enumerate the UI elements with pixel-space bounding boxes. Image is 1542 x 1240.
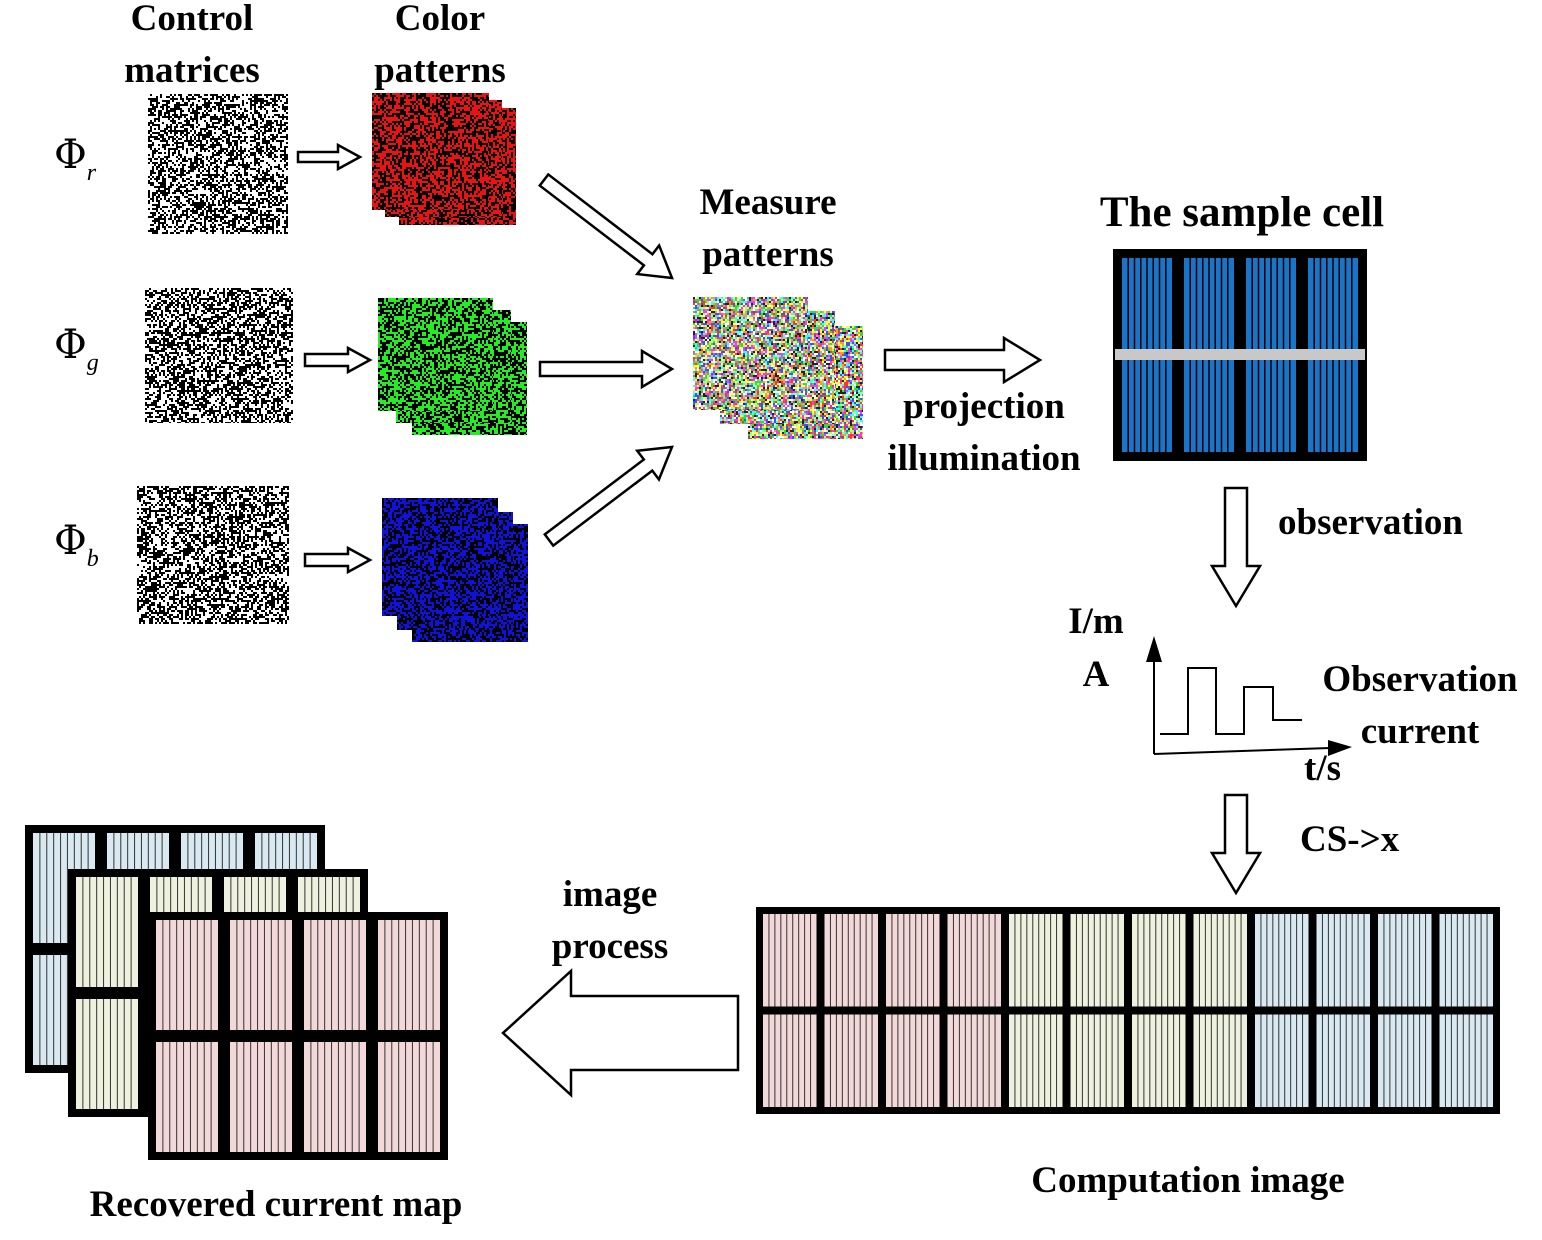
arrow-blue-to-measure	[543, 445, 674, 548]
phi-r-label: Φr	[54, 132, 97, 186]
computation-image-tile	[1378, 914, 1432, 1007]
computation-image-frame	[756, 907, 1500, 1114]
phi-g-label: Φg	[54, 322, 99, 376]
control-matrix-r	[148, 94, 288, 234]
computation-image-tile	[1009, 1014, 1063, 1107]
computation-image-tile	[1316, 1014, 1370, 1107]
recovered-map-pink-tile	[378, 1042, 440, 1152]
recovered-map-pink-tile	[304, 1042, 366, 1152]
arrow-red-to-measure	[537, 172, 674, 280]
computation-image-tile	[1193, 914, 1247, 1007]
observation-current-label-line1: Observation	[1322, 659, 1518, 700]
computation-image-tile	[1009, 914, 1063, 1007]
computation-image-tile	[824, 914, 878, 1007]
recovered-map-pink-tile	[304, 920, 366, 1030]
control-matrices-label-line2: matrices	[124, 50, 260, 91]
phi-b-label: Φb	[54, 518, 99, 572]
computation-image-tile	[1132, 1014, 1186, 1107]
measure-patterns-label-line2: patterns	[702, 234, 834, 275]
computation-image-tile	[1070, 1014, 1124, 1107]
x-axis-line	[1153, 747, 1331, 755]
computation-image-tile	[1132, 914, 1186, 1007]
computation-image-tile	[763, 1014, 817, 1107]
recovered-map-yellow-tile	[76, 877, 138, 987]
computation-image-tile	[763, 914, 817, 1007]
recovered-map-pink-tile	[378, 920, 440, 1030]
cs-label: CS->x	[1300, 819, 1400, 860]
computation-image-tile	[824, 1014, 878, 1107]
blue-pattern-front	[382, 498, 498, 616]
y-axis-label-line2: A	[1082, 654, 1110, 695]
recovered-map-pink-tile	[230, 920, 292, 1030]
recovered-map-pink-tile	[156, 1042, 218, 1152]
observation-current-label-line2: current	[1360, 711, 1480, 752]
image-process-label-line2: process	[551, 926, 669, 967]
color-patterns-label-line2: patterns	[374, 50, 506, 91]
computation-image-tile	[1255, 1014, 1309, 1107]
computation-image-tile	[1070, 914, 1124, 1007]
measure-pattern-front	[693, 297, 808, 410]
illumination-label: illumination	[887, 438, 1081, 479]
arrow-b-to-color	[303, 545, 373, 575]
arrow-projection	[883, 335, 1043, 385]
red-pattern-front	[372, 93, 489, 210]
recovered-map-pink-tile	[156, 920, 218, 1030]
x-axis-arrowhead	[1328, 740, 1352, 756]
arrow-image-process	[501, 968, 740, 1098]
control-matrix-b	[137, 486, 289, 624]
recovered-map-label: Recovered current map	[89, 1184, 463, 1225]
arrow-g-to-color	[303, 345, 373, 375]
control-matrix-g	[145, 288, 293, 423]
computation-image-tile	[1316, 914, 1370, 1007]
computation-image-tile	[1439, 914, 1493, 1007]
computation-image-tile	[1255, 914, 1309, 1007]
computation-image-tile	[947, 1014, 1001, 1107]
computation-image-tile	[886, 914, 940, 1007]
color-patterns-label-line1: Color	[394, 0, 486, 39]
y-axis-label-line1: I/m	[1068, 601, 1124, 642]
image-process-label-line1: image	[562, 874, 658, 915]
computation-image-tile	[1439, 1014, 1493, 1107]
arrow-cs	[1209, 793, 1263, 896]
y-axis-arrowhead	[1146, 636, 1162, 662]
observation-label: observation	[1278, 502, 1463, 543]
computation-image-tile	[1193, 1014, 1247, 1107]
arrow-observation	[1209, 486, 1263, 609]
measure-patterns-label-line1: Measure	[699, 182, 837, 223]
arrow-green-to-measure	[538, 348, 675, 390]
x-axis-label: t/s	[1304, 748, 1341, 789]
projection-label: projection	[903, 386, 1065, 427]
current-trace	[1160, 667, 1302, 735]
sample-cell-busbar	[1115, 349, 1365, 360]
computation-image-tile	[886, 1014, 940, 1107]
arrow-r-to-color	[296, 142, 363, 172]
computation-image-label: Computation image	[1031, 1160, 1345, 1201]
computation-image-tile	[947, 914, 1001, 1007]
computation-image-tile	[1378, 1014, 1432, 1107]
green-pattern-front	[378, 298, 493, 411]
recovered-map-yellow-tile	[76, 999, 138, 1109]
sample-cell-title: The sample cell	[1099, 189, 1385, 236]
control-matrices-label-line1: Control	[130, 0, 254, 39]
recovered-map-pink-tile	[230, 1042, 292, 1152]
